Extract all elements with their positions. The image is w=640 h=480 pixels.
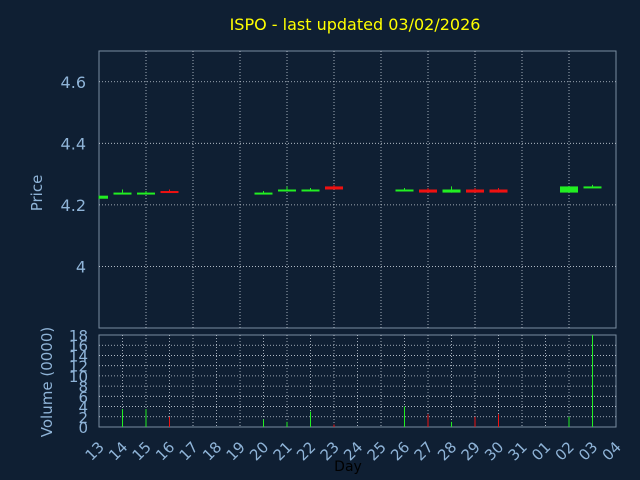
- x-tick-label: 27: [411, 438, 437, 464]
- x-tick-label: 13: [82, 438, 108, 464]
- price-axis-label: Price: [28, 175, 46, 212]
- x-tick-label: 22: [293, 438, 319, 464]
- x-tick-label: 15: [129, 438, 155, 464]
- candle-body: [99, 195, 108, 199]
- candle-body: [419, 189, 437, 193]
- candle-body: [160, 191, 179, 194]
- x-tick-label: 04: [599, 438, 625, 464]
- x-tick-label: 14: [105, 438, 131, 464]
- candle-body: [583, 186, 602, 189]
- x-tick-label: 03: [575, 438, 601, 464]
- volume-axis-label: Volume (0000): [38, 327, 56, 437]
- x-tick-label: 31: [505, 438, 531, 464]
- candle-body: [560, 186, 578, 193]
- candle-body: [278, 189, 296, 192]
- x-tick-label: 17: [176, 438, 202, 464]
- volume-tick-label: 12: [69, 358, 88, 376]
- candle-body: [442, 189, 461, 193]
- candle-body: [395, 189, 414, 192]
- x-tick-label: 19: [223, 438, 249, 464]
- price-panel: 4.6 4.4 4.2 4: [61, 50, 617, 329]
- chart-title: ISPO - last updated 03/02/2026: [230, 15, 481, 34]
- x-tick-label: 26: [387, 438, 413, 464]
- candle-body: [113, 192, 132, 195]
- price-tick-label: 4: [76, 257, 86, 276]
- x-tick-label: 02: [552, 438, 578, 464]
- candle-body: [254, 192, 273, 195]
- x-tick-label: 01: [528, 438, 554, 464]
- volume-tick-label: 16: [69, 337, 88, 355]
- price-panel-frame: [98, 50, 617, 329]
- candle-body: [137, 192, 155, 195]
- volume-tick-label: 10: [69, 368, 88, 386]
- volume-tick-label: 8: [78, 378, 88, 396]
- candle-body: [466, 189, 484, 193]
- price-tick-label: 4.4: [61, 134, 86, 153]
- x-tick-label: 30: [481, 438, 507, 464]
- x-tick-label: 29: [458, 438, 484, 464]
- price-tick-label: 4.6: [61, 73, 86, 92]
- x-tick-label: 28: [434, 438, 460, 464]
- candle-body: [301, 189, 320, 192]
- x-tick-label: 21: [270, 438, 296, 464]
- volume-tick-label: 6: [78, 388, 88, 406]
- volume-tick-label: 2: [78, 409, 88, 427]
- price-tick-label: 4.2: [61, 196, 86, 215]
- candle-body: [325, 186, 343, 190]
- candle-body: [489, 189, 508, 193]
- x-axis-label: Day: [334, 459, 362, 475]
- volume-tick-label: 18: [69, 327, 88, 345]
- x-tick-label: 20: [246, 438, 272, 464]
- x-tick-label: 25: [364, 438, 390, 464]
- x-tick-label: 16: [152, 438, 178, 464]
- volume-tick-label: 14: [69, 347, 88, 365]
- x-tick-label: 18: [199, 438, 225, 464]
- volume-tick-label: 4: [78, 399, 88, 417]
- volume-tick-label: 0: [78, 419, 88, 437]
